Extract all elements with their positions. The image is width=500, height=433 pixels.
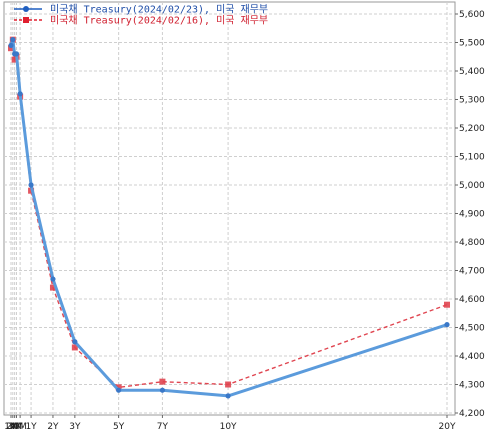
y-tick-label: 4,400 [459, 352, 485, 362]
data-point [72, 339, 78, 345]
y-tick-label: 5,000 [459, 181, 485, 191]
data-point [444, 301, 450, 308]
data-point [28, 182, 34, 188]
y-tick-label: 4,600 [459, 295, 485, 305]
y-tick-label: 4,800 [459, 238, 485, 248]
data-point [50, 276, 56, 282]
legend-marker-square-2 [23, 17, 29, 23]
x-tick-label: 2M [6, 422, 20, 432]
x-tick-label: 10Y [220, 422, 237, 432]
series-1 [8, 37, 450, 399]
y-tick-label: 5,100 [459, 153, 485, 163]
data-point [17, 91, 23, 97]
legend: 미국채 Treasury(2024/02/23), 미국 재무부 미국채 Tre… [14, 4, 268, 27]
series-layer [8, 36, 450, 399]
y-tick-label: 4,200 [459, 409, 485, 419]
y-tick-label: 4,900 [459, 210, 485, 220]
y-tick-label: 4,700 [459, 267, 485, 277]
data-point [71, 344, 78, 351]
data-point [159, 387, 166, 393]
y-tick-label: 5,600 [459, 10, 485, 20]
y-tick-label: 5,200 [459, 124, 485, 134]
x-tick-label: 20Y [439, 422, 456, 432]
data-point [225, 381, 232, 388]
x-tick-label: 2Y [47, 422, 59, 432]
y-tick-label: 5,300 [459, 96, 485, 106]
y-axis: 5,600 5,500 5,400 5,300 5,200 5,100 5,000 4,900… [455, 10, 485, 419]
plot-area [3, 1, 456, 416]
x-tick-label: 1Y [25, 422, 37, 432]
legend-entry-2: 미국채 Treasury(2024/02/16), 미국 재무부 [50, 15, 268, 27]
data-point [13, 51, 20, 57]
data-point [10, 37, 16, 43]
legend-entry-1: 미국채 Treasury(2024/02/23), 미국 재무부 [50, 4, 268, 16]
y-tick-label: 4,500 [459, 324, 485, 334]
series-line-2 [10, 39, 448, 389]
y-tick-label: 5,500 [459, 39, 485, 49]
legend-marker-circle-1 [23, 6, 29, 12]
x-tick-label: 3M [8, 422, 22, 432]
data-point [49, 284, 56, 291]
x-tick-label: 6M [13, 422, 27, 432]
x-tick-label: 5Y [113, 422, 125, 432]
data-point [159, 378, 166, 385]
y-tick-label: 4,300 [459, 381, 485, 391]
data-point [225, 393, 231, 399]
data-point [115, 384, 122, 391]
data-point [8, 45, 14, 52]
data-point [8, 42, 14, 48]
y-tick-label: 5,400 [459, 67, 485, 77]
x-tick-label: 3Y [69, 422, 81, 432]
x-tick-label: 4M [10, 422, 24, 432]
x-tick-label: 1M [4, 422, 18, 432]
data-point [116, 387, 122, 393]
x-tick-label: 7Y [157, 422, 169, 432]
data-point [444, 322, 450, 328]
